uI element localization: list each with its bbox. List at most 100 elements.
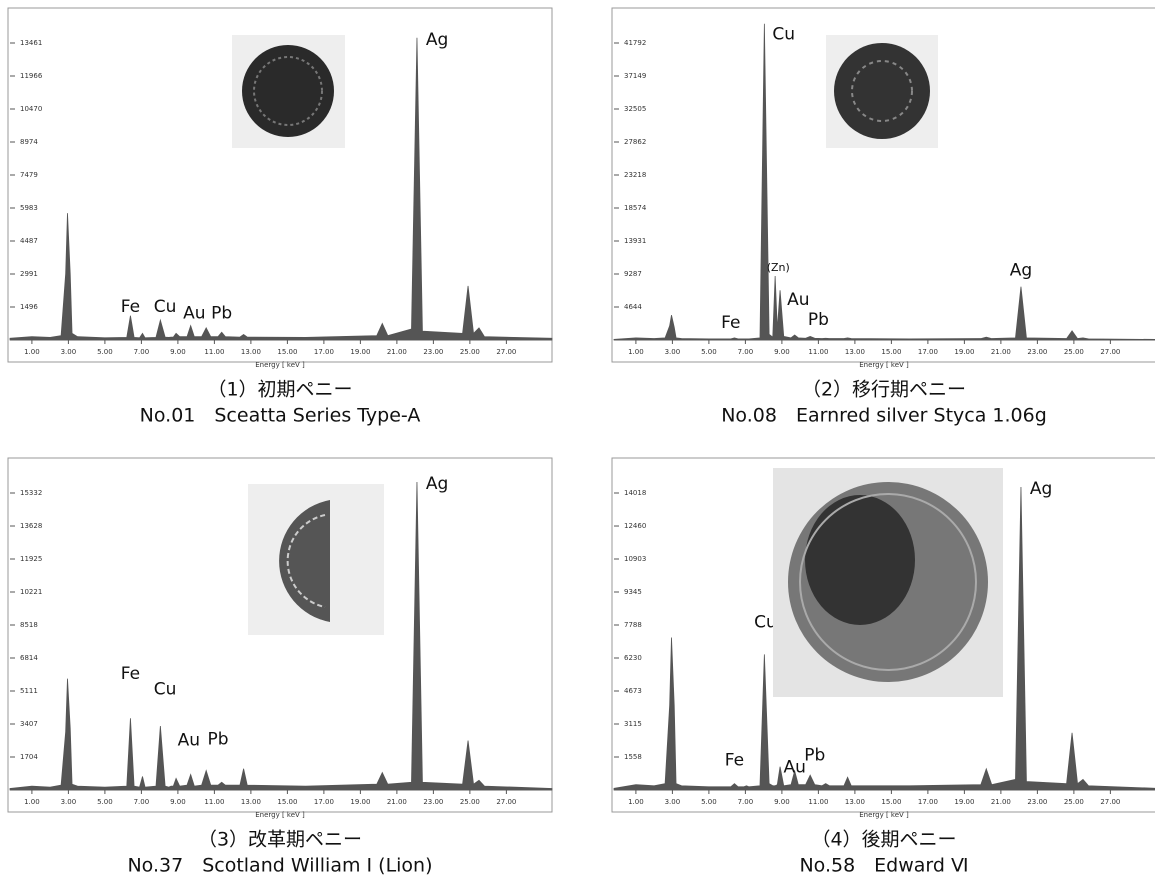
y-tick-label: 23218 [624, 171, 646, 179]
x-tick-label: 11.00 [204, 348, 224, 356]
y-tick-label: 4487 [20, 237, 38, 245]
x-tick-label: 7.00 [134, 348, 150, 356]
y-tick-label: 11966 [20, 72, 43, 80]
x-tick-label: 5.00 [97, 798, 113, 806]
x-tick-label: 3.00 [61, 798, 77, 806]
x-tick-label: 5.00 [97, 348, 113, 356]
y-tick-label: 9345 [624, 588, 642, 596]
y-tick-label: 14018 [624, 489, 646, 497]
x-tick-label: 3.00 [61, 348, 77, 356]
x-tick-label: 21.00 [991, 798, 1011, 806]
x-tick-label: 21.00 [387, 798, 407, 806]
peak-label: Cu [772, 24, 795, 44]
y-tick-label: 1496 [20, 303, 38, 311]
peak-label: Au [787, 290, 809, 310]
x-tick-label: 25.00 [1064, 798, 1084, 806]
x-tick-label: 11.00 [204, 798, 224, 806]
chart-title: （1）初期ペニー [207, 379, 352, 401]
y-tick-label: 4644 [624, 303, 642, 311]
peak-label: Fe [121, 297, 140, 317]
x-tick-label: 11.00 [808, 798, 828, 806]
page: {"chart_data": [ {"type": "area", "title… [0, 0, 1155, 891]
y-tick-label: 2991 [20, 270, 38, 278]
x-tick-label: 21.00 [387, 348, 407, 356]
x-tick-label: 15.00 [881, 798, 901, 806]
peak-label: Fe [725, 750, 744, 770]
peak-label: Ag [1030, 479, 1052, 499]
peak-label: Cu [154, 297, 177, 317]
coin-photo [232, 35, 345, 148]
x-tick-label: 11.00 [808, 348, 828, 356]
y-tick-label: 13461 [20, 39, 42, 47]
x-axis-label: Energy [ keV ] [255, 811, 305, 819]
x-tick-label: 1.00 [24, 798, 40, 806]
y-tick-label: 12460 [624, 522, 646, 530]
y-tick-label: 13931 [624, 237, 646, 245]
peak-label: Au [178, 731, 200, 751]
x-axis-label: Energy [ keV ] [859, 361, 909, 369]
x-tick-label: 27.00 [496, 798, 516, 806]
x-tick-label: 7.00 [738, 798, 754, 806]
y-tick-label: 37149 [624, 72, 646, 80]
peak-label: Ag [1010, 260, 1032, 280]
x-tick-label: 17.00 [918, 798, 938, 806]
coin-photo [248, 484, 384, 635]
x-axis-label: Energy [ keV ] [255, 361, 305, 369]
x-tick-label: 1.00 [24, 348, 40, 356]
y-tick-label: 10903 [624, 555, 646, 563]
y-tick-label: 8974 [20, 138, 38, 146]
x-tick-label: 17.00 [314, 348, 334, 356]
x-tick-label: 13.00 [845, 348, 865, 356]
y-tick-label: 10221 [20, 588, 42, 596]
y-tick-label: 27862 [624, 138, 646, 146]
y-tick-label: 1704 [20, 753, 38, 761]
peak-label: Au [183, 304, 205, 324]
x-tick-label: 15.00 [881, 348, 901, 356]
coin-photo [773, 468, 1003, 697]
peak-label: Pb [804, 745, 825, 765]
x-tick-label: 3.00 [665, 798, 681, 806]
y-tick-label: 32505 [624, 105, 646, 113]
peak-label: Cu [154, 679, 177, 699]
x-tick-label: 23.00 [423, 348, 443, 356]
peak-label: (Zn) [767, 261, 790, 274]
x-tick-label: 13.00 [845, 798, 865, 806]
figure: 1558311546736230778893451090312460140181… [0, 0, 1155, 891]
chart-title: （3）改革期ペニー [198, 829, 362, 851]
x-axis-label: Energy [ keV ] [859, 811, 909, 819]
x-tick-label: 9.00 [774, 348, 790, 356]
coin-photo [826, 35, 938, 148]
y-tick-label: 13628 [20, 522, 42, 530]
x-tick-label: 15.00 [277, 348, 297, 356]
y-tick-label: 6814 [20, 654, 38, 662]
x-tick-label: 1.00 [628, 348, 644, 356]
x-tick-label: 25.00 [460, 798, 480, 806]
x-tick-label: 17.00 [918, 348, 938, 356]
chart-subtitle: No.08 Earnred silver Styca 1.06g [721, 405, 1047, 427]
x-tick-label: 25.00 [1064, 348, 1084, 356]
peak-label: Ag [426, 474, 448, 494]
x-tick-label: 19.00 [954, 348, 974, 356]
peak-label: Au [783, 757, 805, 777]
x-tick-label: 21.00 [991, 348, 1011, 356]
chart-subtitle: No.37 Scotland William Ⅰ (Lion) [127, 855, 432, 877]
y-tick-label: 41792 [624, 39, 646, 47]
y-tick-label: 7479 [20, 171, 38, 179]
peak-label: Pb [211, 304, 232, 324]
peak-label: Pb [208, 730, 229, 750]
y-tick-label: 7788 [624, 621, 642, 629]
x-tick-label: 7.00 [134, 798, 150, 806]
x-tick-label: 13.00 [241, 348, 261, 356]
x-tick-label: 5.00 [701, 348, 717, 356]
y-tick-label: 5111 [20, 687, 38, 695]
y-tick-label: 5983 [20, 204, 38, 212]
x-tick-label: 27.00 [1100, 798, 1120, 806]
x-tick-label: 5.00 [701, 798, 717, 806]
y-tick-label: 10470 [20, 105, 42, 113]
chart-title: （2）移行期ペニー [802, 379, 966, 401]
y-tick-label: 3115 [624, 720, 642, 728]
y-tick-label: 15332 [20, 489, 42, 497]
x-tick-label: 23.00 [1027, 798, 1047, 806]
x-tick-label: 3.00 [665, 348, 681, 356]
x-tick-label: 19.00 [350, 798, 370, 806]
